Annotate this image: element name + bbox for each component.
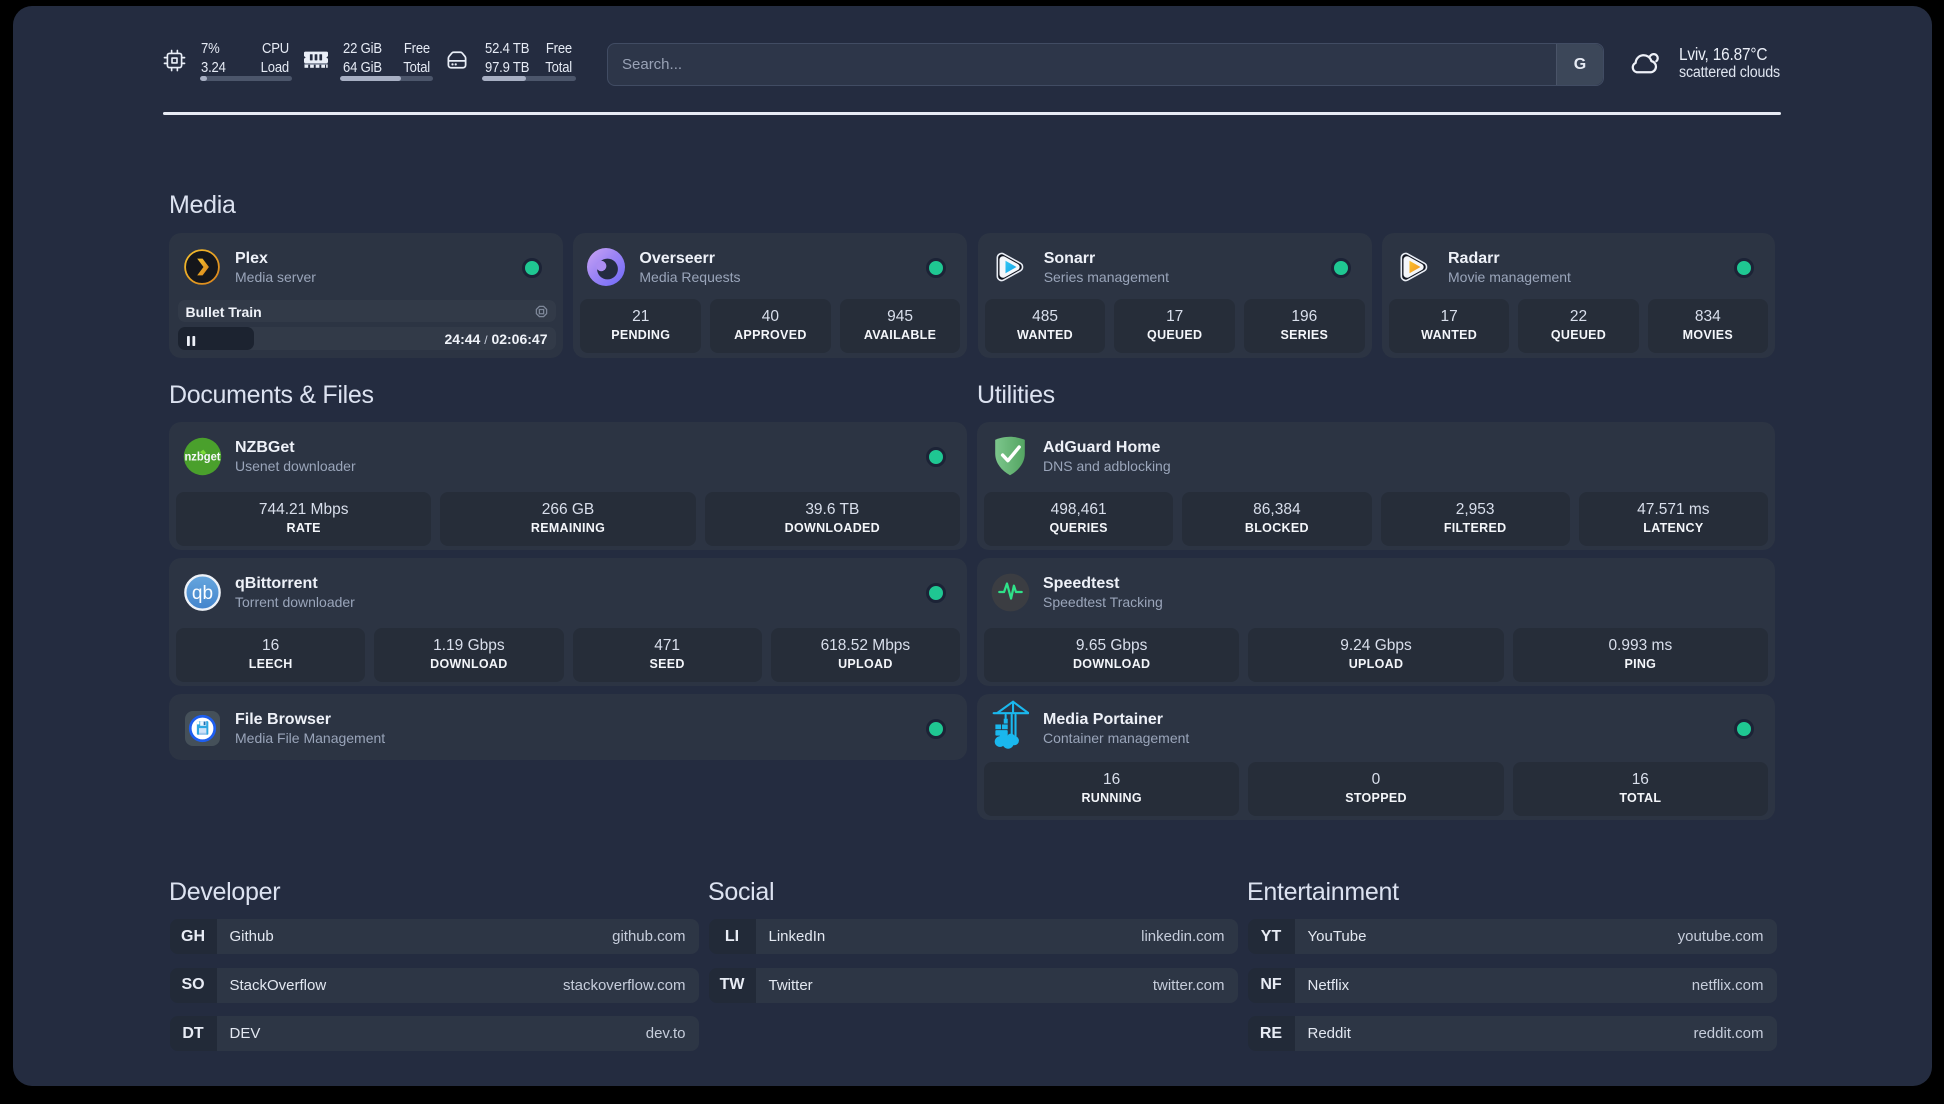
svg-text:nzbget: nzbget: [184, 450, 220, 463]
svg-text:qb: qb: [191, 582, 212, 603]
